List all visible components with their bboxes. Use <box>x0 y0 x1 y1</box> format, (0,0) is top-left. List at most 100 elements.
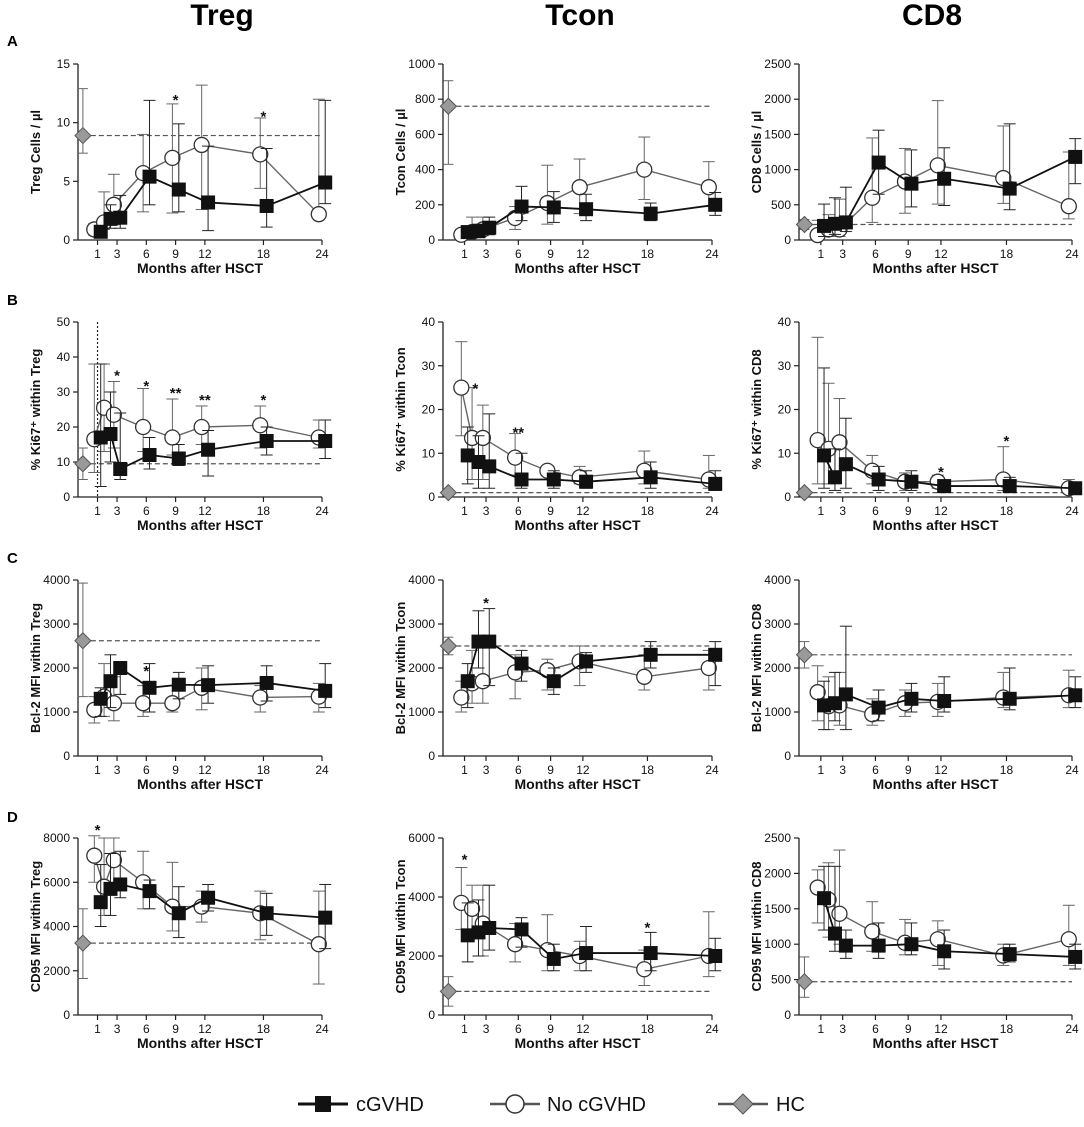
x-tick-label: 18 <box>257 1022 271 1036</box>
data-point-cgvhd <box>471 455 486 469</box>
series-line <box>461 168 709 236</box>
x-axis-label: Months after HSCT <box>137 517 263 533</box>
y-tick-label: 10 <box>778 446 792 460</box>
x-tick-label: 3 <box>114 504 121 518</box>
data-point-cgvhd <box>1002 947 1017 962</box>
x-tick-label: 24 <box>1065 247 1079 261</box>
y-tick-label: 4000 <box>43 573 70 587</box>
data-point-no-cgvhd <box>809 684 826 701</box>
x-tick-label: 24 <box>1065 1022 1079 1036</box>
data-point-cgvhd <box>471 925 486 940</box>
series-cgvhd <box>817 367 1083 496</box>
x-tick-label: 3 <box>483 504 490 518</box>
y-tick-label: 20 <box>422 403 436 417</box>
x-tick-label: 6 <box>143 504 150 518</box>
column-title-cd8: CD8 <box>902 0 962 32</box>
chart-b1: 0 10 20 30 40 50 1 3 6 9 12 18 24 Months after HSCT % … <box>28 315 333 533</box>
x-tick-label: 1 <box>817 504 824 518</box>
x-tick-label: 9 <box>905 504 912 518</box>
data-point-cgvhd <box>482 220 497 235</box>
data-point-cgvhd <box>579 202 594 217</box>
y-tick-label: 1000 <box>43 705 70 719</box>
data-point-no-cgvhd <box>506 936 524 953</box>
data-point-cgvhd <box>482 634 497 649</box>
significance-annotation: * <box>261 392 267 409</box>
chart-a1: 0 5 10 15 1 3 6 9 12 18 24 Months after HSCT Treg Ce… <box>28 57 333 276</box>
data-point-cgvhd <box>1068 481 1083 496</box>
data-point-cgvhd <box>171 677 186 692</box>
y-tick-label: 30 <box>422 359 436 373</box>
x-tick-label: 24 <box>705 504 719 518</box>
chart-b2: 0 10 20 30 40 1 3 6 9 12 18 24 Months after HSCT % Ki… <box>393 315 723 533</box>
y-tick-label: 200 <box>415 198 435 212</box>
x-tick-label: 18 <box>1000 504 1014 518</box>
hc-marker <box>74 632 92 650</box>
y-axis-label: CD95 MFI within Treg <box>28 861 43 993</box>
data-point-no-cgvhd <box>636 961 653 978</box>
y-tick-label: 2500 <box>764 57 791 71</box>
data-point-cgvhd <box>142 884 157 899</box>
x-tick-label: 9 <box>172 1022 179 1036</box>
data-point-cgvhd <box>514 922 529 937</box>
data-point-cgvhd <box>827 470 842 485</box>
data-point-cgvhd <box>201 442 216 457</box>
significance-annotation: ** <box>199 392 211 409</box>
y-tick-label: 3000 <box>764 617 791 631</box>
significance-annotation: * <box>645 920 651 937</box>
y-tick-label: 0 <box>784 233 791 247</box>
x-tick-label: 1 <box>461 763 468 777</box>
data-point-cgvhd <box>93 691 108 706</box>
x-tick-label: 6 <box>872 763 879 777</box>
x-axis-label: Months after HSCT <box>515 776 641 792</box>
data-point-cgvhd <box>871 938 886 953</box>
y-tick-label: 20 <box>778 403 792 417</box>
data-point-no-cgvhd <box>571 179 588 196</box>
row-letter-b: B <box>7 292 18 309</box>
significance-annotation: * <box>173 92 179 109</box>
x-tick-label: 9 <box>547 247 554 261</box>
series-line <box>93 144 320 231</box>
x-axis-label: Months after HSCT <box>515 260 641 276</box>
data-point-cgvhd <box>514 199 529 214</box>
series-no-cgvhd <box>86 835 327 985</box>
hc-marker <box>74 126 92 145</box>
y-tick-label: 600 <box>415 127 435 141</box>
data-point-cgvhd <box>827 216 842 231</box>
data-point-no-cgvhd <box>506 449 524 466</box>
x-tick-label: 9 <box>547 504 554 518</box>
row-letter-c: C <box>7 550 18 567</box>
y-tick-label: 0 <box>63 749 70 763</box>
x-tick-label: 24 <box>705 763 719 777</box>
y-tick-label: 0 <box>63 1008 70 1022</box>
legend: cGVHD No cGVHD HC <box>298 1093 805 1116</box>
x-tick-label: 6 <box>143 247 150 261</box>
data-point-cgvhd <box>937 171 952 186</box>
data-point-cgvhd <box>643 206 658 221</box>
y-tick-label: 0 <box>428 490 435 504</box>
y-tick-label: 15 <box>57 57 71 71</box>
data-point-no-cgvhd <box>1060 931 1077 948</box>
data-point-no-cgvhd <box>164 695 181 712</box>
data-point-cgvhd <box>259 434 274 448</box>
y-axis-label: Treg Cells / µl <box>28 110 43 194</box>
data-point-no-cgvhd <box>105 851 122 869</box>
y-tick-label: 2000 <box>764 661 791 675</box>
data-point-cgvhd <box>1002 691 1017 706</box>
data-point-cgvhd <box>171 182 186 197</box>
data-point-no-cgvhd <box>193 418 210 436</box>
data-point-cgvhd <box>643 946 658 961</box>
x-tick-label: 24 <box>705 247 719 261</box>
y-tick-label: 500 <box>771 198 791 212</box>
y-tick-label: 1000 <box>764 937 791 951</box>
y-tick-label: 500 <box>771 973 791 987</box>
y-tick-label: 10 <box>422 446 436 460</box>
x-tick-label: 1 <box>461 1022 468 1036</box>
y-tick-label: 0 <box>428 749 435 763</box>
data-point-cgvhd <box>259 198 274 213</box>
data-point-no-cgvhd <box>929 157 946 174</box>
row-letter-a: A <box>7 33 18 50</box>
x-tick-label: 12 <box>198 763 212 777</box>
y-tick-label: 8000 <box>43 831 70 845</box>
data-point-cgvhd <box>871 700 886 715</box>
x-tick-label: 18 <box>1000 763 1014 777</box>
